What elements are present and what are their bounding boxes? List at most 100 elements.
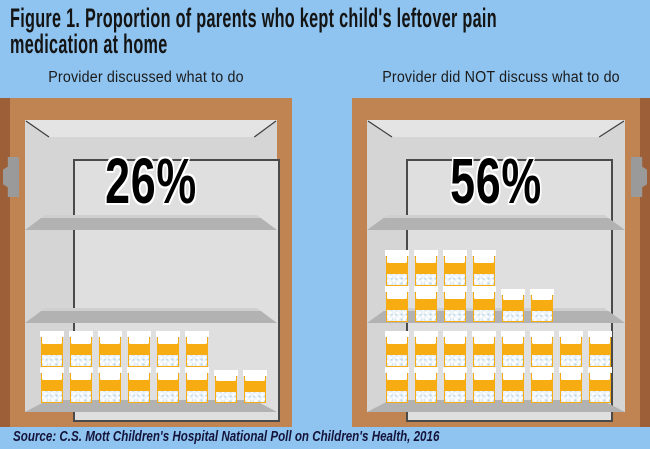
bottle-cap (414, 367, 438, 373)
pill-bottle-icon (443, 367, 467, 403)
bottle-label (503, 335, 523, 344)
pill-bottle-icon (472, 250, 496, 286)
pill-bottle-icon (414, 367, 438, 403)
pill-bottle-icon (559, 367, 583, 403)
bottle-label (416, 371, 436, 380)
bottle-cap (98, 331, 122, 337)
interior-top-bevel (25, 120, 277, 137)
bottle-pills (129, 391, 149, 402)
bottle-pills (387, 274, 407, 285)
bottle-cap (385, 331, 409, 337)
pill-bottle-icon (40, 331, 64, 367)
pill-bottle-icon (156, 331, 180, 367)
bottle-cap (385, 367, 409, 373)
bottle-cap (185, 331, 209, 337)
bottle-label (100, 371, 120, 380)
bottle-cap (443, 250, 467, 256)
bottle-stack (501, 331, 525, 403)
cabinet-not-discussed: 56% (352, 98, 650, 427)
bottle-pills (387, 355, 407, 366)
bottle-stack (385, 250, 409, 322)
cabinet-shelf (25, 308, 277, 323)
bottle-label (129, 335, 149, 344)
bottle-pills (71, 391, 91, 402)
bottle-label (416, 254, 436, 263)
bottle-pills (416, 391, 436, 402)
bottle-label (100, 335, 120, 344)
bottle-label (474, 371, 494, 380)
bottle-label (532, 371, 552, 380)
cabinet-floor (25, 400, 277, 412)
pill-bottle-icon (98, 367, 122, 403)
pill-bottle-icon (69, 367, 93, 403)
bottle-label (445, 290, 465, 299)
bottle-cap (414, 250, 438, 256)
pill-bottle-icon (385, 250, 409, 286)
pill-bottle-icon (98, 331, 122, 367)
pill-bottle-icon (414, 250, 438, 286)
pill-bottle-icon (385, 331, 409, 367)
bottle-cap (472, 286, 496, 292)
bottle-stack (214, 370, 238, 403)
bottle-label (561, 335, 581, 344)
bottle-pills (416, 355, 436, 366)
bottle-label (474, 335, 494, 344)
pill-bottle-icon (69, 331, 93, 367)
pill-bottle-icon (414, 286, 438, 322)
bottle-stack (472, 250, 496, 322)
bottle-label (532, 292, 552, 300)
bottle-stack (385, 331, 409, 403)
bottle-pills (474, 355, 494, 366)
bottle-pills (158, 391, 178, 402)
bottle-cap (156, 331, 180, 337)
bottle-stack (443, 250, 467, 322)
bottle-pills (532, 311, 552, 321)
bottle-label (187, 335, 207, 344)
bottle-pills (590, 355, 610, 366)
bottle-label (245, 373, 265, 381)
bottle-label (71, 371, 91, 380)
bottle-cap (385, 286, 409, 292)
bottle-cap (40, 331, 64, 337)
bottle-label (474, 254, 494, 263)
cabinet-side-panel (0, 98, 10, 427)
bottle-label (445, 335, 465, 344)
bottle-label (445, 254, 465, 263)
bottle-cap (385, 250, 409, 256)
bottle-label (387, 335, 407, 344)
pill-bottle-icon (443, 250, 467, 286)
bottle-pills (216, 392, 236, 402)
bottle-pills (387, 391, 407, 402)
bottle-pills (503, 311, 523, 321)
pill-bottle-icon (472, 367, 496, 403)
interior-top-bevel (367, 120, 625, 137)
bottle-row-middle (385, 250, 554, 322)
pill-bottle-icon (127, 331, 151, 367)
cabinet-interior: 56% (367, 120, 625, 422)
pill-bottle-icon (472, 286, 496, 322)
bottle-pills (71, 355, 91, 366)
bottle-pills (561, 355, 581, 366)
bottle-label (129, 371, 149, 380)
bottle-stack (530, 289, 554, 322)
bottle-label (387, 371, 407, 380)
bottle-stack (243, 370, 267, 403)
cabinet-interior: 26% (25, 120, 280, 422)
category-label-not-discussed: Provider did NOT discuss what to do (382, 69, 620, 86)
cabinet-shelf (25, 215, 277, 230)
bottle-cap (127, 331, 151, 337)
bottle-cap (156, 367, 180, 373)
bottle-label (445, 371, 465, 380)
bottle-cap (501, 367, 525, 373)
bottle-cap (501, 331, 525, 337)
bottle-pills (187, 391, 207, 402)
bottle-cap (530, 331, 554, 337)
bottle-cap (472, 367, 496, 373)
value-label-discussed: 26% (105, 145, 197, 217)
bottle-pills (561, 391, 581, 402)
bottle-pills (503, 391, 523, 402)
bottle-label (187, 371, 207, 380)
pill-bottle-icon (501, 331, 525, 367)
pill-bottle-icon (185, 367, 209, 403)
bottle-pills (158, 355, 178, 366)
